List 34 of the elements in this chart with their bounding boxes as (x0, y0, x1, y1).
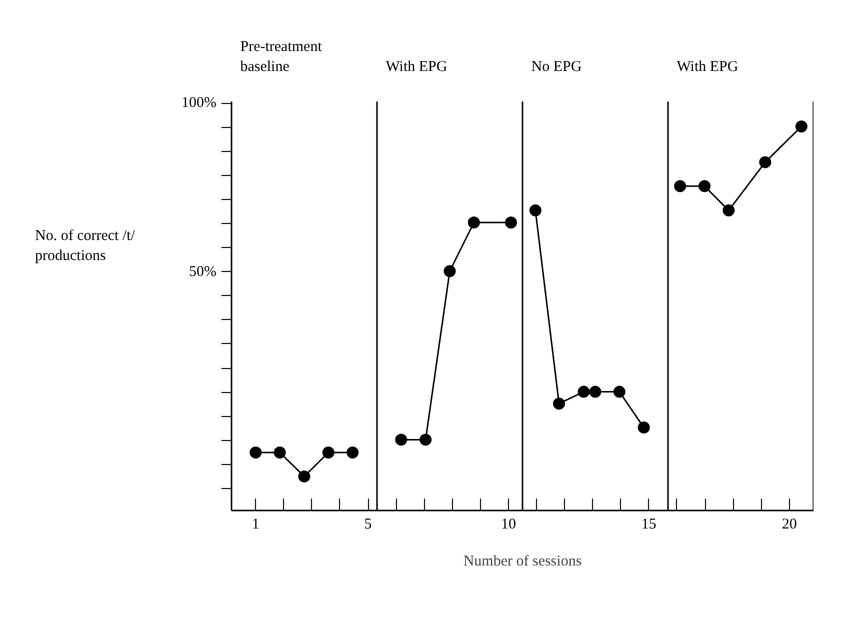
point (722, 204, 735, 216)
x-tick-label: 1 (252, 516, 260, 532)
point (698, 180, 711, 192)
point (420, 434, 432, 446)
x-tick-label: 20 (782, 516, 797, 532)
point (613, 386, 626, 398)
y-axis-title: No. of correct /t/ productions (35, 227, 136, 266)
point (578, 386, 590, 398)
point (638, 422, 650, 434)
x-tick-label: 5 (364, 516, 372, 532)
point (444, 265, 456, 278)
text: With EPG (386, 59, 448, 76)
point (322, 446, 334, 458)
point (529, 204, 542, 216)
x-tick-label: 10 (500, 516, 516, 532)
point (504, 216, 517, 229)
point (589, 386, 602, 398)
point (274, 446, 286, 458)
point (674, 180, 686, 192)
y-tick-label: 50% (189, 264, 217, 280)
text: No EPG (531, 59, 582, 76)
point (759, 156, 772, 168)
point (553, 398, 566, 410)
text: With EPG (676, 59, 738, 76)
point (298, 470, 310, 482)
point (395, 434, 408, 446)
point (346, 446, 359, 458)
point (468, 216, 480, 229)
x-tick-label: 15 (641, 516, 656, 532)
text: Pre-treatment baseline (240, 39, 323, 76)
y-tick-label: 100% (182, 95, 217, 112)
point (795, 120, 808, 132)
point (250, 446, 262, 458)
x-axis-title: Number of sessions (463, 554, 582, 570)
